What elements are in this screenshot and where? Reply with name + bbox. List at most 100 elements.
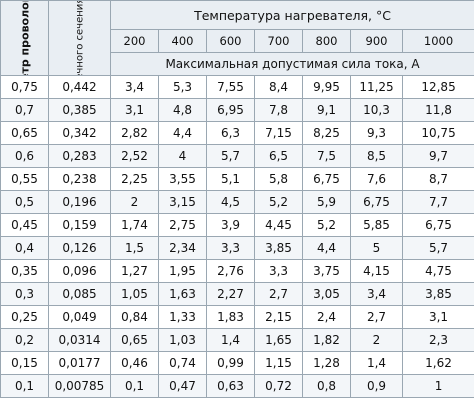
table-cell: 5,2: [302, 213, 351, 237]
table-row: 0,35 0,096 1,27 1,95 2,76 3,3 3,75 4,15 4,75: [0, 259, 474, 283]
table-cell: 3,4: [350, 282, 403, 306]
table-cell: 2: [110, 190, 159, 214]
table-cell: 5,3: [158, 75, 207, 99]
table-cell: 0,00785: [48, 374, 111, 398]
table-cell: 0,342: [48, 121, 111, 145]
table-cell: 0,096: [48, 259, 111, 283]
table-cell: 0,35: [0, 259, 49, 283]
table-cell: 0,3: [0, 282, 49, 306]
table-cell: 1,05: [110, 282, 159, 306]
table-cell: 1,74: [110, 213, 159, 237]
table-row: 0,45 0,159 1,74 2,75 3,9 4,45 5,2 5,85 6,75: [0, 213, 474, 237]
table-cell: 4,45: [254, 213, 303, 237]
table-cell: 2,75: [158, 213, 207, 237]
table-cell: 5,8: [254, 167, 303, 191]
table-row: 0,25 0,049 0,84 1,33 1,83 2,15 2,4 2,7 3,1: [0, 305, 474, 329]
table-cell: 4,4: [302, 236, 351, 260]
table-cell: 9,7: [401, 144, 474, 168]
table-cell: 0,25: [0, 305, 49, 329]
table-cell: 5,2: [254, 190, 303, 214]
table-cell: 1,28: [302, 351, 351, 375]
table-cell: 2,3: [401, 328, 474, 352]
table-cell: 0,72: [254, 374, 303, 398]
table-cell: 0,4: [0, 236, 49, 260]
table-cell: 0,5: [0, 190, 49, 214]
table-row: 0,6 0,283 2,52 4 5,7 6,5 7,5 8,5 9,7: [0, 144, 474, 168]
table-cell: 4,75: [401, 259, 474, 283]
header-diameter: Диаметр проволоки, мм: [0, 0, 49, 76]
table-cell: 1,15: [254, 351, 303, 375]
temp-header: 400: [158, 29, 207, 53]
table-cell: 3,3: [206, 236, 255, 260]
table-cell: 3,75: [302, 259, 351, 283]
table-cell: 5,1: [206, 167, 255, 191]
table-cell: 0,1: [0, 374, 49, 398]
table-cell: 1,27: [110, 259, 159, 283]
table-cell: 1,4: [206, 328, 255, 352]
table-cell: 2,34: [158, 236, 207, 260]
table-body: 0,75 0,442 3,4 5,3 7,55 8,4 9,95 11,25 12,85 0,7 0…: [0, 75, 474, 398]
header-area: Площадь поперечного сечения проволоки, м…: [48, 0, 111, 76]
table-cell: 7,7: [401, 190, 474, 214]
table-cell: 2,76: [206, 259, 255, 283]
table-cell: 8,4: [254, 75, 303, 99]
header-area-label: Площадь поперечного сечения проволоки, м…: [74, 2, 85, 75]
table-cell: 1,4: [350, 351, 403, 375]
table-cell: 2,82: [110, 121, 159, 145]
table-cell: 0,45: [0, 213, 49, 237]
table-cell: 0,65: [110, 328, 159, 352]
table-cell: 10,3: [350, 98, 403, 122]
table-cell: 11,25: [350, 75, 403, 99]
table-cell: 3,85: [254, 236, 303, 260]
table-cell: 7,6: [350, 167, 403, 191]
table-cell: 1,83: [206, 305, 255, 329]
table-cell: 0,049: [48, 305, 111, 329]
table-cell: 6,3: [206, 121, 255, 145]
table-cell: 12,85: [401, 75, 474, 99]
header-max-current: Максимальная допустимая сила тока, А: [109, 52, 474, 76]
table-row: 0,5 0,196 2 3,15 4,5 5,2 5,9 6,75 7,7: [0, 190, 474, 214]
temp-header: 900: [350, 29, 403, 53]
table-cell: 2: [350, 328, 403, 352]
table-cell: 5,85: [350, 213, 403, 237]
table-cell: 8,7: [401, 167, 474, 191]
table-cell: 1,82: [302, 328, 351, 352]
table-cell: 4,5: [206, 190, 255, 214]
table-cell: 1,63: [158, 282, 207, 306]
table-cell: 0,75: [0, 75, 49, 99]
table-cell: 3,3: [254, 259, 303, 283]
table-cell: 4,8: [158, 98, 207, 122]
table-cell: 9,3: [350, 121, 403, 145]
table-cell: 0,6: [0, 144, 49, 168]
table-cell: 0,74: [158, 351, 207, 375]
table-cell: 8,5: [350, 144, 403, 168]
table-row: 0,15 0,0177 0,46 0,74 0,99 1,15 1,28 1,4 1,62: [0, 351, 474, 375]
temp-header: 600: [206, 29, 255, 53]
table-cell: 2,4: [302, 305, 351, 329]
table-cell: 7,55: [206, 75, 255, 99]
table-cell: 0,238: [48, 167, 111, 191]
table-cell: 0,0177: [48, 351, 111, 375]
table-cell: 4,15: [350, 259, 403, 283]
table-row: 0,3 0,085 1,05 1,63 2,27 2,7 3,05 3,4 3,85: [0, 282, 474, 306]
table-cell: 0,55: [0, 167, 49, 191]
table-cell: 5,9: [302, 190, 351, 214]
table-cell: 0,442: [48, 75, 111, 99]
table-cell: 2,25: [110, 167, 159, 191]
table-cell: 1: [401, 374, 474, 398]
table-cell: 1,95: [158, 259, 207, 283]
table-cell: 0,2: [0, 328, 49, 352]
header-diameter-label: Диаметр проволоки, мм: [18, 2, 31, 75]
table-cell: 9,1: [302, 98, 351, 122]
table-cell: 2,15: [254, 305, 303, 329]
table-cell: 8,25: [302, 121, 351, 145]
temp-header: 700: [254, 29, 303, 53]
table-cell: 3,1: [110, 98, 159, 122]
table-row: 0,75 0,442 3,4 5,3 7,55 8,4 9,95 11,25 12,85: [0, 75, 474, 99]
table-row: 0,4 0,126 1,5 2,34 3,3 3,85 4,4 5 5,7: [0, 236, 474, 260]
table-cell: 9,95: [302, 75, 351, 99]
table-cell: 0,1: [110, 374, 159, 398]
table-cell: 11,8: [401, 98, 474, 122]
